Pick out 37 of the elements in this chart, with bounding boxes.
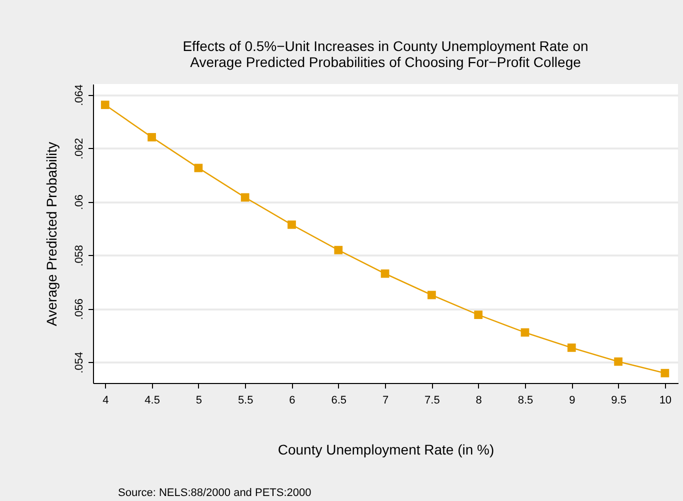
y-tick-label: .054 xyxy=(74,352,86,374)
point xyxy=(520,328,530,337)
x-tick-label: 5 xyxy=(196,394,202,406)
text: Effects of 0.5%−Unit Increases in County Unemployment Rate on xyxy=(182,38,588,54)
point xyxy=(474,310,483,319)
y-tick-label: .062 xyxy=(74,138,86,160)
x-tick-label: 10 xyxy=(659,394,672,406)
point xyxy=(240,193,250,202)
text: Average Predicted Probabilities of Choosing For−Profit College xyxy=(190,54,581,70)
point xyxy=(288,220,296,229)
x-tick-label: 5.5 xyxy=(238,394,254,406)
y-tick-label: .064 xyxy=(74,84,86,106)
point xyxy=(334,246,343,254)
point xyxy=(100,100,110,110)
point xyxy=(614,357,622,366)
y-tick-label: .06 xyxy=(74,194,86,210)
y-tick-label: .056 xyxy=(74,298,86,320)
point xyxy=(428,290,436,300)
x-tick-label: 7 xyxy=(382,394,389,406)
point xyxy=(194,164,203,172)
x-axis-title: County Unemployment Rate (in %) xyxy=(278,442,494,458)
x-tick-label: 6.5 xyxy=(331,394,347,406)
y-axis-title: Average Predicted Probability xyxy=(44,142,60,326)
x-tick-label: 8 xyxy=(476,394,482,406)
source-note: Source: NELS:88/2000 and PETS:2000 xyxy=(118,487,312,499)
x-tick-label: 9.5 xyxy=(611,394,626,406)
point xyxy=(660,368,670,378)
x-tick-label: 8.5 xyxy=(518,394,534,406)
point xyxy=(567,344,576,352)
x-tick-label: 6 xyxy=(289,394,296,406)
point xyxy=(380,269,390,278)
x-tick-label: 4 xyxy=(102,394,109,406)
x-tick-label: 9 xyxy=(569,394,576,406)
y-tick-label: .058 xyxy=(74,244,86,266)
point xyxy=(148,133,156,142)
x-tick-label: 7.5 xyxy=(424,394,440,406)
x-tick-label: 4.5 xyxy=(144,394,160,406)
